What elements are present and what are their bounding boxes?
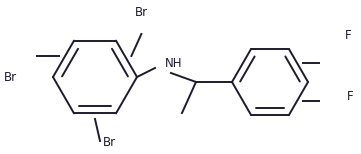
Text: Br: Br <box>4 71 17 83</box>
Text: Br: Br <box>134 6 148 18</box>
Text: F: F <box>345 28 351 41</box>
Text: Br: Br <box>103 136 116 150</box>
Text: F: F <box>347 89 353 103</box>
Text: NH: NH <box>165 57 183 69</box>
